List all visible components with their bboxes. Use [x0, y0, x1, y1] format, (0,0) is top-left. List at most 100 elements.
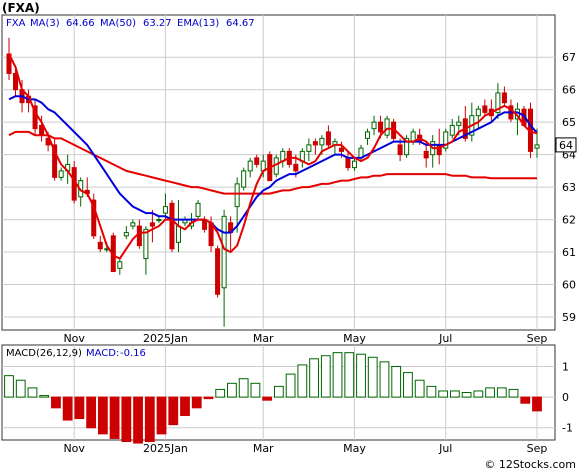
candle-body-down: [325, 131, 331, 146]
last-price-box: [555, 137, 577, 153]
candle-body-up: [495, 92, 501, 113]
price-ytick-label: 60: [562, 279, 576, 292]
macd-bar-negative: [168, 396, 179, 426]
macd-bar-positive: [367, 356, 378, 398]
candle: [58, 167, 64, 181]
macd-xtick-label: 2025Jan: [143, 442, 188, 455]
candle: [449, 118, 455, 139]
candle-body-up: [319, 137, 325, 146]
macd-bar-positive: [27, 387, 38, 398]
macd-bar-positive: [309, 358, 319, 398]
footer-credit: © 12Stocks.com: [484, 458, 576, 471]
candle: [384, 115, 390, 139]
macd-bar-positive: [238, 378, 249, 398]
candle: [482, 99, 488, 116]
candle: [130, 219, 136, 230]
macd-bar-positive: [414, 379, 425, 398]
legend-ma50-value: 63.27: [143, 18, 172, 29]
macd-bar-negative: [133, 396, 143, 444]
macd-xtick-label: Nov: [63, 442, 85, 455]
macd-bar-positive: [320, 355, 331, 398]
candle-body-up: [221, 215, 227, 289]
candle: [32, 99, 38, 136]
macd-bar-negative: [62, 396, 73, 421]
macd-bar-negative: [74, 396, 85, 420]
candle-body-down: [136, 225, 142, 247]
macd-bar-positive: [250, 382, 261, 398]
macd-bar-negative: [180, 396, 190, 416]
ma50-line-red: [8, 130, 537, 195]
macd-bar-positive: [285, 373, 296, 398]
macd-bar-positive: [332, 352, 343, 398]
candle-body-up: [162, 206, 168, 214]
price-ytick-label: 63: [562, 181, 576, 194]
macd-bar-negative: [121, 396, 132, 443]
candle-body-up: [371, 121, 377, 130]
candle: [162, 193, 168, 220]
macd-bar-positive: [227, 382, 237, 398]
candle: [149, 209, 155, 243]
macd-xtick-label: Sep: [527, 442, 548, 455]
candle: [254, 154, 260, 168]
candle: [91, 193, 97, 240]
price-ytick-label: 61: [562, 246, 576, 259]
candle: [325, 125, 331, 149]
macd-bar-positive: [461, 392, 472, 398]
candle-body-down: [312, 141, 318, 146]
candle-body-up: [58, 170, 64, 178]
legend-ma50-label: MA(50): [100, 18, 136, 29]
candle-body-up: [175, 225, 182, 243]
macd-bar-negative: [156, 396, 167, 435]
candle-body-down: [6, 53, 12, 74]
macd-bar-positive: [379, 361, 390, 398]
macd-legend-value-label: MACD:: [86, 348, 119, 359]
macd-bar-negative: [520, 396, 531, 404]
candle-body-up: [384, 118, 390, 136]
candle-body-up: [241, 170, 247, 188]
price-xtick-label: 2025Jan: [143, 332, 188, 345]
macd-bar-negative: [144, 396, 155, 443]
candle: [501, 86, 507, 106]
macd-legend-label: MACD(26,12,9): [6, 348, 82, 359]
price-ytick-label: 66: [562, 84, 576, 97]
candle-body-up: [351, 160, 358, 169]
candle: [169, 200, 175, 253]
candle: [312, 138, 318, 155]
candle-body-up: [234, 183, 240, 208]
candle-body-down: [482, 105, 488, 113]
macd-bar-positive: [297, 364, 308, 398]
candle-body-up: [364, 131, 371, 139]
last-price-label: 64: [559, 139, 573, 152]
macd-bar-positive: [403, 372, 413, 398]
candle: [404, 135, 410, 158]
candle-body-down: [338, 147, 344, 152]
candle: [371, 115, 377, 136]
candle-body-down: [149, 222, 155, 227]
macd-bar-positive: [438, 390, 449, 398]
candle: [215, 245, 221, 298]
price-xtick-label: Mar: [253, 332, 274, 345]
macd-ytick-label: 1: [562, 360, 569, 373]
macd-bar-positive: [449, 390, 460, 398]
candle-body-down: [215, 248, 221, 295]
candle: [143, 226, 149, 275]
macd-bar-positive: [426, 385, 437, 398]
macd-bar-positive: [356, 353, 366, 398]
macd-bar-negative: [97, 396, 108, 435]
candle: [495, 83, 501, 119]
candle: [195, 200, 201, 220]
candle: [156, 216, 162, 223]
candle: [52, 138, 58, 181]
candle-body-up: [306, 144, 312, 152]
legend-ma3-label: MA(3): [30, 18, 60, 29]
candle: [97, 235, 103, 253]
candle-body-up: [156, 219, 162, 222]
candle-body-up: [123, 232, 129, 237]
candle-body-down: [423, 150, 429, 159]
macd-bar-negative: [532, 396, 542, 412]
macd-bar-positive: [344, 352, 355, 398]
macd-bar-positive: [215, 388, 226, 398]
macd-legend-value: -0.16: [120, 348, 146, 359]
candle-body-down: [91, 199, 97, 237]
